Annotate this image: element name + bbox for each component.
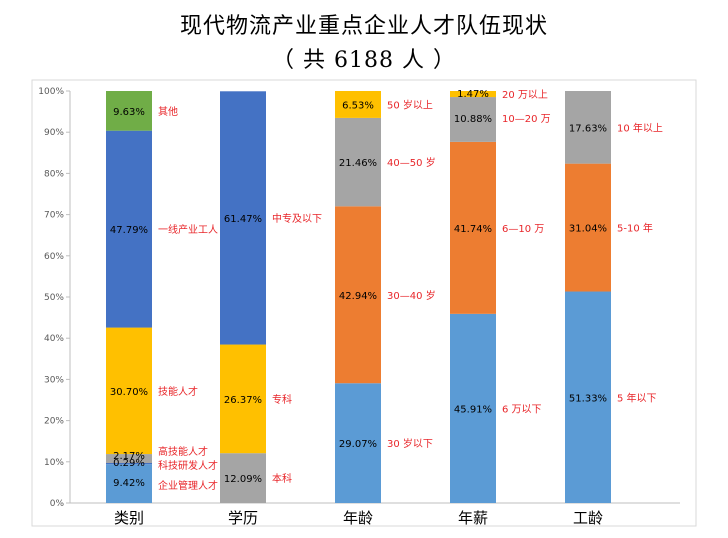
bar-segment	[565, 291, 611, 503]
data-label: 12.09%	[224, 474, 262, 485]
y-tick-label: 0%	[50, 499, 65, 509]
segment-annotation: 一线产业工人	[158, 223, 218, 236]
bar-segment	[220, 91, 266, 345]
segment-annotation: 科技研发人才	[158, 459, 218, 472]
y-tick-label: 50%	[44, 293, 64, 303]
bars-group: 9.42% 企业管理人才 0.29% 科技研发人才 2.17% 高技能人才 30.70% 技能…	[106, 89, 663, 527]
bar-segment	[106, 462, 152, 465]
segment-annotation: 50 岁以上	[387, 98, 433, 111]
segment-annotation: 6—10 万	[502, 224, 544, 235]
bar-segment	[106, 454, 152, 463]
bar-segment	[450, 313, 496, 503]
bar-stack: 9.42% 企业管理人才 0.29% 科技研发人才 2.17% 高技能人才 30.70% 技能…	[106, 91, 218, 527]
y-tick-label: 90%	[44, 128, 64, 138]
x-category-label: 年薪	[458, 509, 488, 527]
bar-stack: 29.07% 30 岁以下 42.94% 30—40 岁 21.46% 40—50 岁 6.…	[335, 91, 436, 527]
segment-annotation: 本科	[272, 472, 292, 485]
data-label: 2.17%	[113, 451, 145, 462]
data-label: 41.74%	[454, 224, 492, 235]
data-label: 31.04%	[569, 224, 607, 235]
data-label: 1.47%	[457, 89, 489, 100]
bar-segment	[565, 163, 611, 292]
bar-segment	[220, 344, 266, 454]
data-label: 29.07%	[339, 439, 377, 450]
bar-segment	[220, 453, 266, 503]
y-tick-label: 20%	[44, 417, 64, 427]
data-label: 61.47%	[224, 214, 262, 225]
chart-subtitle: （ 共 6188 人 ）	[272, 48, 456, 73]
data-label: 42.94%	[339, 291, 377, 302]
x-category-label: 工龄	[573, 509, 603, 527]
data-label: 51.33%	[569, 393, 607, 404]
bar-segment	[450, 141, 496, 314]
bar-segment	[106, 464, 152, 503]
y-tick-label: 30%	[44, 375, 64, 385]
data-label: 45.91%	[454, 404, 492, 415]
data-label: 9.63%	[113, 107, 145, 118]
bar-segment	[450, 97, 496, 142]
data-label: 21.46%	[339, 158, 377, 169]
segment-annotation: 30—40 岁	[387, 289, 436, 302]
data-label: 0.29%	[113, 458, 145, 469]
bar-segment	[106, 91, 152, 131]
segment-annotation: 其他	[158, 105, 178, 118]
segment-annotation: 6 万以下	[502, 404, 542, 415]
bar-segment	[450, 91, 496, 98]
y-tick-label: 10%	[44, 458, 64, 468]
segment-annotation: 20 万以上	[502, 89, 548, 101]
x-category-label: 学历	[228, 509, 258, 527]
segment-annotation: 30 岁以下	[387, 437, 433, 450]
x-category-label: 类别	[114, 509, 144, 527]
y-tick-label: 60%	[44, 252, 64, 262]
bar-stack: 45.91% 6 万以下 41.74% 6—10 万 10.88% 10—20 万 1.47…	[450, 89, 551, 527]
segment-annotation: 高技能人才	[158, 445, 208, 458]
data-label: 47.79%	[110, 225, 148, 236]
y-tick-label: 80%	[44, 169, 64, 179]
bar-segment	[565, 91, 611, 164]
data-label: 6.53%	[342, 100, 374, 111]
segment-annotation: 专科	[272, 393, 292, 406]
y-tick-label: 70%	[44, 211, 64, 221]
segment-annotation: 技能人才	[158, 385, 198, 398]
segment-annotation: 中专及以下	[272, 212, 322, 225]
bar-segment	[335, 91, 381, 118]
plot-frame	[31, 79, 697, 527]
x-category-label: 年龄	[343, 509, 373, 527]
segment-annotation: 5 年以下	[617, 391, 657, 404]
data-label: 30.70%	[110, 387, 148, 398]
data-label: 26.37%	[224, 395, 262, 406]
segment-annotation: 10 年以上	[617, 121, 663, 134]
segment-annotation: 5-10 年	[617, 222, 653, 235]
y-tick-label: 40%	[44, 334, 64, 344]
bar-segment	[335, 206, 381, 384]
segment-annotation: 40—50 岁	[387, 156, 436, 169]
data-label: 17.63%	[569, 123, 607, 134]
chart-title: 现代物流产业重点企业人才队伍现状	[179, 14, 548, 39]
segment-annotation: 企业管理人才	[158, 479, 218, 492]
data-label: 9.42%	[113, 478, 145, 489]
y-tick-label: 100%	[38, 87, 64, 97]
bar-segment	[106, 327, 152, 455]
data-label: 10.88%	[454, 114, 492, 125]
segment-annotation: 10—20 万	[502, 114, 551, 125]
bar-segment	[335, 383, 381, 503]
bar-segment	[335, 117, 381, 207]
bar-segment	[106, 130, 152, 328]
